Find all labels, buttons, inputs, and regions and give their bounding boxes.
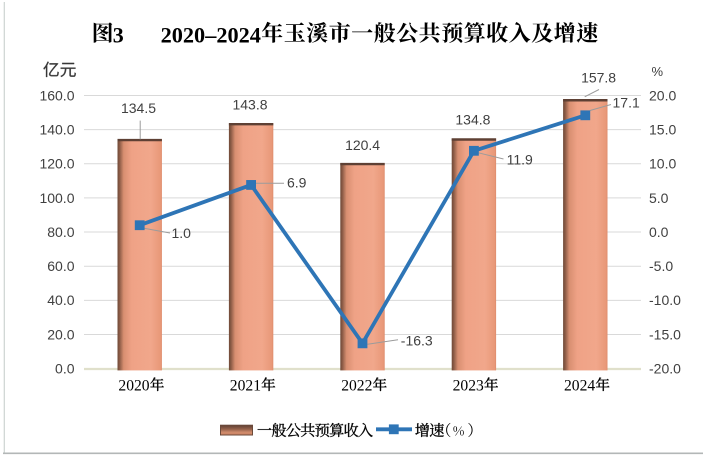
svg-text:5.0: 5.0 (649, 190, 669, 206)
svg-text:2021: 2021 (230, 377, 261, 394)
svg-text:2020: 2020 (118, 377, 149, 394)
svg-text:2022: 2022 (341, 377, 372, 394)
svg-text:2024: 2024 (564, 377, 595, 394)
svg-text:3: 3 (113, 22, 124, 47)
svg-text:120.4: 120.4 (345, 137, 380, 153)
svg-text:6.9: 6.9 (287, 175, 307, 191)
svg-text:-16.3: -16.3 (401, 332, 433, 348)
svg-text:11.9: 11.9 (507, 152, 533, 168)
svg-text:17.1: 17.1 (613, 95, 640, 111)
svg-text:2023: 2023 (453, 377, 484, 394)
svg-text:10.0: 10.0 (649, 156, 676, 172)
svg-text:143.8: 143.8 (232, 97, 267, 113)
svg-text:0.0: 0.0 (55, 361, 75, 377)
svg-text:140.0: 140.0 (39, 122, 74, 138)
svg-text:1.0: 1.0 (172, 225, 192, 241)
svg-text:120.0: 120.0 (39, 156, 74, 172)
svg-text:160.0: 160.0 (39, 87, 74, 103)
svg-text:0.0: 0.0 (649, 224, 669, 240)
svg-text:134.8: 134.8 (455, 112, 490, 128)
svg-text:2020–2024: 2020–2024 (161, 22, 261, 47)
svg-text:60.0: 60.0 (47, 258, 74, 274)
svg-text:100.0: 100.0 (39, 190, 74, 206)
svg-text:80.0: 80.0 (47, 224, 74, 240)
svg-text:%: % (652, 64, 664, 79)
svg-text:20.0: 20.0 (649, 87, 676, 103)
svg-text:157.8: 157.8 (581, 69, 616, 85)
svg-text:-20.0: -20.0 (649, 361, 681, 377)
svg-text:20.0: 20.0 (47, 326, 74, 342)
svg-text:134.5: 134.5 (121, 100, 156, 116)
svg-text:-10.0: -10.0 (649, 292, 681, 308)
svg-text:15.0: 15.0 (649, 122, 676, 138)
svg-text:-5.0: -5.0 (649, 258, 673, 274)
svg-text:-15.0: -15.0 (649, 326, 681, 342)
svg-text:40.0: 40.0 (47, 292, 74, 308)
